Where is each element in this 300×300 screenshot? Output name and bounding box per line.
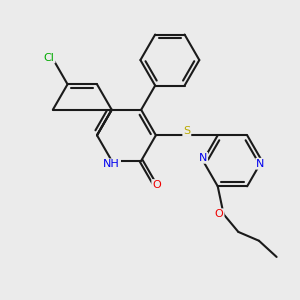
Text: O: O [152, 180, 161, 190]
Text: O: O [215, 209, 224, 219]
Text: S: S [183, 126, 190, 136]
Text: Cl: Cl [44, 52, 55, 62]
Text: N: N [199, 153, 207, 163]
Text: N: N [256, 159, 265, 169]
Text: NH: NH [103, 159, 120, 169]
